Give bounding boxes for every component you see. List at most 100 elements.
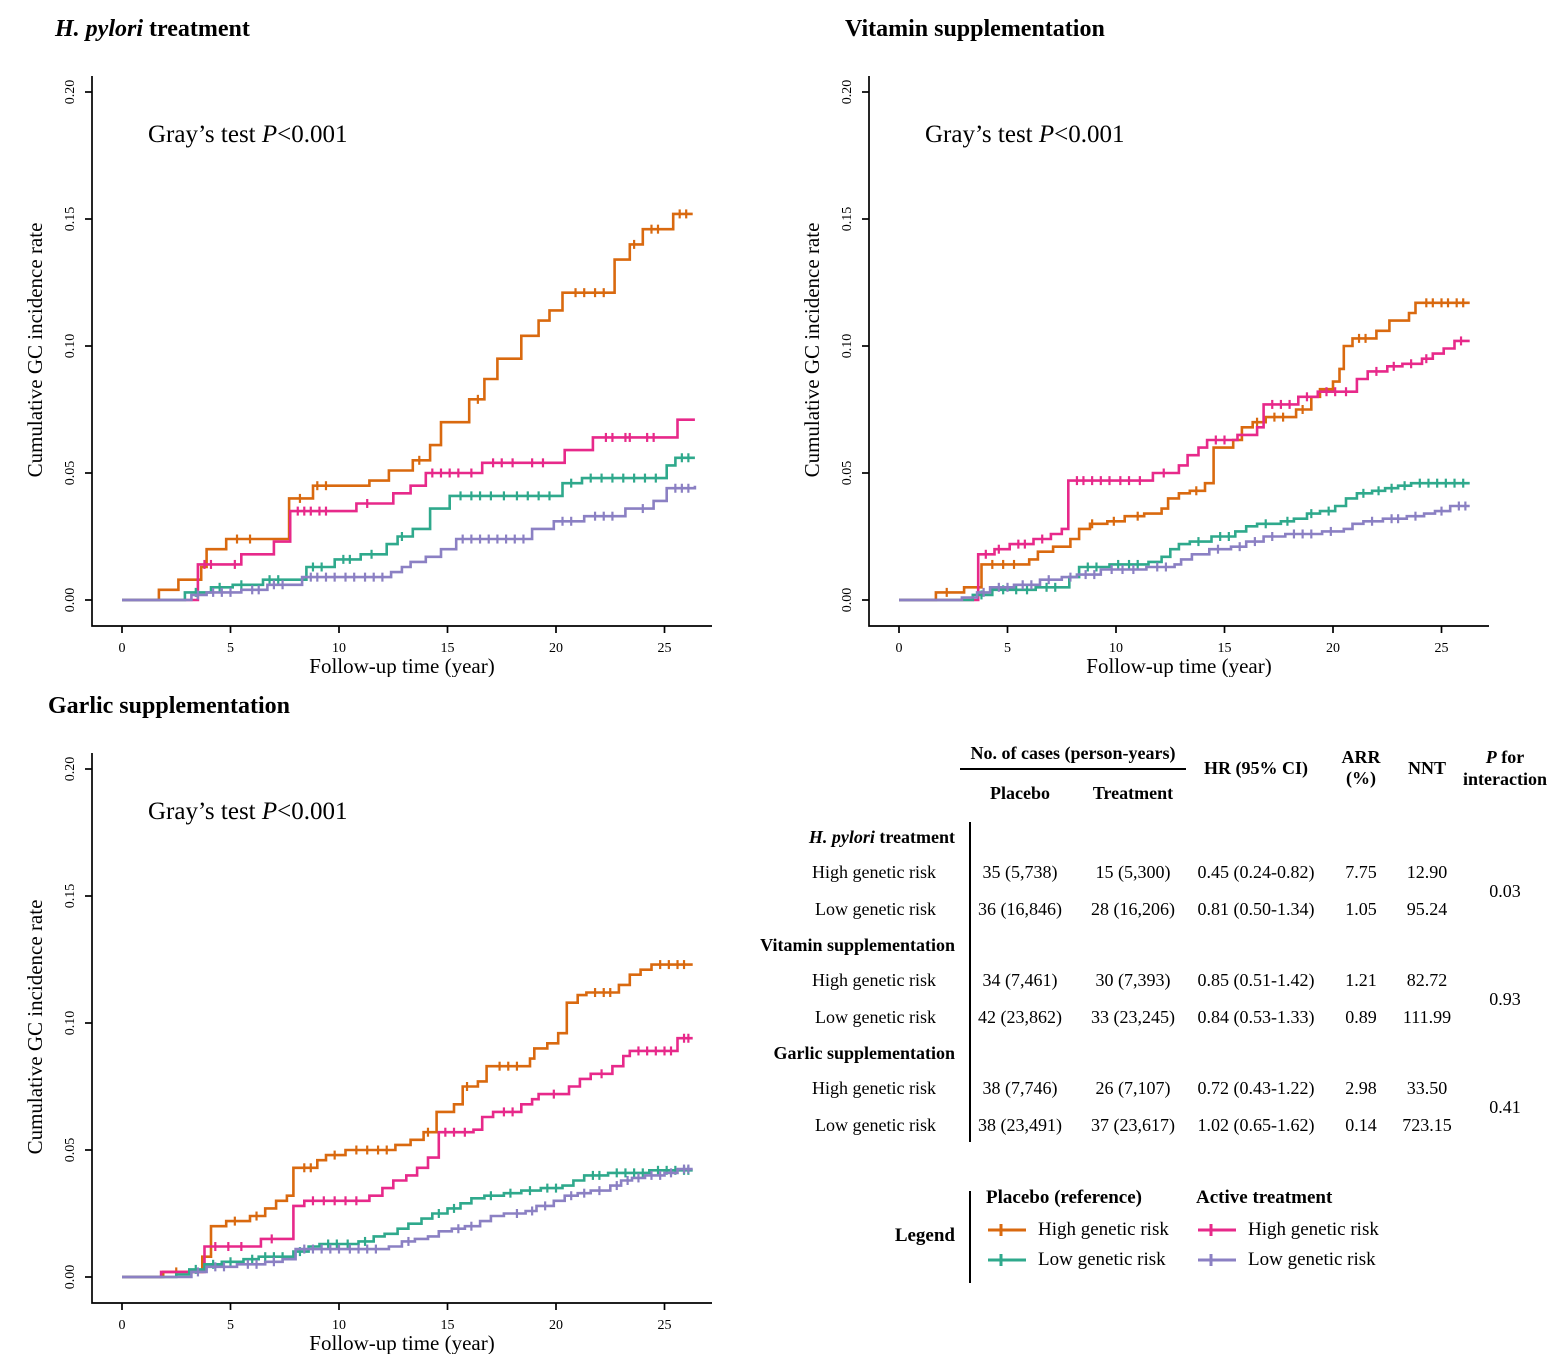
row-label: Low genetic risk: [815, 899, 936, 919]
censor-marks-treatment_low: [982, 501, 1467, 597]
panel-vitamin: Vitamin supplementation 0.00 0.05 0.10 0.15…: [777, 0, 1554, 677]
panel-title-text: Garlic supplementation: [48, 693, 291, 719]
curve-treatment_high: [122, 418, 695, 602]
y-tick-label: 0.20: [63, 757, 78, 782]
cell-arr: 0.89: [1345, 1007, 1377, 1027]
censor-marks-placebo_high: [235, 209, 688, 544]
cell-hr: 0.85 (0.51-1.42): [1197, 970, 1315, 990]
hp-treatment-chart: 0.00 0.05 0.10 0.15 0.20 0 5 10 15 20 25 Cumulative…: [23, 76, 712, 677]
cell-p-interaction: 0.03: [1489, 880, 1521, 901]
cell-arr: 0.14: [1345, 1115, 1377, 1135]
x-tick-label: 15: [441, 1318, 455, 1333]
x-tick-label: 5: [1004, 641, 1011, 656]
panel-title-text: Vitamin supplementation: [845, 16, 1105, 42]
cell-arr: 2.98: [1345, 1078, 1377, 1098]
legend-item-placebo_high: High genetic risk: [986, 1215, 1169, 1245]
panel-title-garlic: Garlic supplementation: [48, 693, 290, 720]
legend-item-label: High genetic risk: [1038, 1219, 1169, 1240]
y-tick-label: 0.05: [840, 461, 855, 486]
group-label: H. pylori treatment: [808, 826, 955, 847]
legend-marker-icon: [988, 1254, 1026, 1266]
cell-nnt: 95.24: [1406, 899, 1448, 919]
cell-treatment: 37 (23,617): [1091, 1115, 1175, 1135]
x-tick-label: 10: [332, 641, 346, 656]
y-tick-label: 0.15: [840, 207, 855, 232]
header-hr: HR (95% CI): [1204, 757, 1308, 778]
cell-hr: 0.45 (0.24-0.82): [1197, 862, 1315, 882]
x-tick-label: 0: [119, 1318, 126, 1333]
header-p-line2: interaction: [1463, 769, 1547, 789]
figure-legend: Legend Placebo (reference) High genetic r…: [732, 1187, 1554, 1297]
curve-placebo_low: [122, 456, 695, 602]
x-axis-title: Follow-up time (year): [309, 654, 494, 677]
header-cases: No. of cases (person-years): [960, 732, 1186, 770]
cell-hr: 0.81 (0.50-1.34): [1197, 899, 1315, 919]
curve-treatment_low: [122, 485, 697, 602]
y-tick-label: 0.05: [63, 461, 78, 486]
cell-placebo: 34 (7,461): [982, 970, 1058, 990]
y-tick-label: 0.15: [63, 884, 78, 909]
group-label: Garlic supplementation: [773, 1042, 955, 1063]
x-axis-title: Follow-up time (year): [1086, 654, 1271, 677]
x-tick-label: 25: [658, 641, 672, 656]
x-tick-label: 0: [896, 641, 903, 656]
y-axis-title: Cumulative GC incidence rate: [800, 223, 824, 478]
cell-arr: 7.75: [1345, 862, 1377, 882]
curve-treatment_low: [122, 1167, 693, 1279]
cell-hr: 0.84 (0.53-1.33): [1197, 1007, 1315, 1027]
cell-arr: 1.21: [1345, 970, 1377, 990]
cell-treatment: 30 (7,393): [1095, 970, 1171, 990]
legend-label: Legend: [894, 1225, 955, 1246]
cell-nnt: 111.99: [1402, 1007, 1452, 1027]
panel-title-hp: H. pylori treatment: [55, 16, 250, 43]
legend-marker-icon: [1198, 1254, 1236, 1266]
legend-column-placebo: Placebo (reference) High genetic risk Low …: [986, 1187, 1169, 1275]
grays-test-annotation: Gray’s test P<0.001: [925, 121, 1125, 148]
x-tick-label: 25: [658, 1318, 672, 1333]
grays-test-annotation: Gray’s test P<0.001: [148, 798, 348, 825]
y-tick-label: 0.10: [840, 334, 855, 359]
panel-table: No. of cases (person-years) HR (95% CI) …: [760, 677, 1554, 1354]
row-label: Low genetic risk: [815, 1115, 936, 1135]
cell-p-interaction: 0.93: [1489, 988, 1521, 1009]
curve-placebo_high: [122, 212, 693, 602]
panel-garlic: Garlic supplementation 0.00 0.05 0.10 0.15 0…: [0, 677, 777, 1354]
censor-marks-treatment_low: [196, 1164, 690, 1277]
censor-marks-placebo_high: [175, 960, 686, 1277]
x-axis-title: Follow-up time (year): [309, 1331, 494, 1354]
legend-column-title: Placebo (reference): [986, 1187, 1142, 1208]
row-label: High genetic risk: [812, 1078, 936, 1098]
header-nnt: NNT: [1407, 757, 1446, 778]
panel-title-italic: H. pylori: [55, 16, 143, 42]
y-axis-title: Cumulative GC incidence rate: [23, 900, 47, 1155]
table-divider-rule: [969, 822, 971, 1142]
y-tick-label: 0.10: [63, 1011, 78, 1036]
cell-treatment: 26 (7,107): [1095, 1078, 1171, 1098]
cell-treatment: 33 (23,245): [1091, 1007, 1175, 1027]
cell-p-interaction: 0.41: [1489, 1096, 1521, 1117]
cell-placebo: 38 (7,746): [982, 1078, 1058, 1098]
table-header: No. of cases (person-years) HR (95% CI) …: [732, 732, 1554, 804]
header-arr: ARR (%): [1341, 747, 1381, 788]
cell-nnt: 723.15: [1402, 1115, 1452, 1135]
row-label: High genetic risk: [812, 970, 936, 990]
legend-item-label: Low genetic risk: [1038, 1249, 1166, 1270]
panel-title-text: treatment: [143, 16, 250, 42]
cell-placebo: 38 (23,491): [978, 1115, 1062, 1135]
y-tick-label: 0.10: [63, 334, 78, 359]
cell-placebo: 35 (5,738): [982, 862, 1058, 882]
legend-marker-icon: [988, 1224, 1026, 1236]
y-tick-label: 0.15: [63, 207, 78, 232]
vitamin-chart: 0.00 0.05 0.10 0.15 0.20 0 5 10 15 20 25 Cumulative…: [800, 76, 1489, 677]
cell-arr: 1.05: [1345, 899, 1377, 919]
cell-placebo: 36 (16,846): [978, 899, 1062, 919]
y-tick-label: 0.20: [63, 80, 78, 105]
header-treatment: Treatment: [1092, 783, 1174, 803]
censor-marks-placebo_high: [945, 298, 1465, 597]
axis-frame: [868, 76, 1489, 627]
censor-marks-placebo_low: [980, 478, 1465, 600]
legend-item-treatment_high: High genetic risk: [1196, 1215, 1379, 1245]
curve-placebo_low: [899, 481, 1470, 602]
y-tick-label: 0.00: [63, 1265, 78, 1290]
stats-table: No. of cases (person-years) HR (95% CI) …: [732, 732, 1554, 1354]
